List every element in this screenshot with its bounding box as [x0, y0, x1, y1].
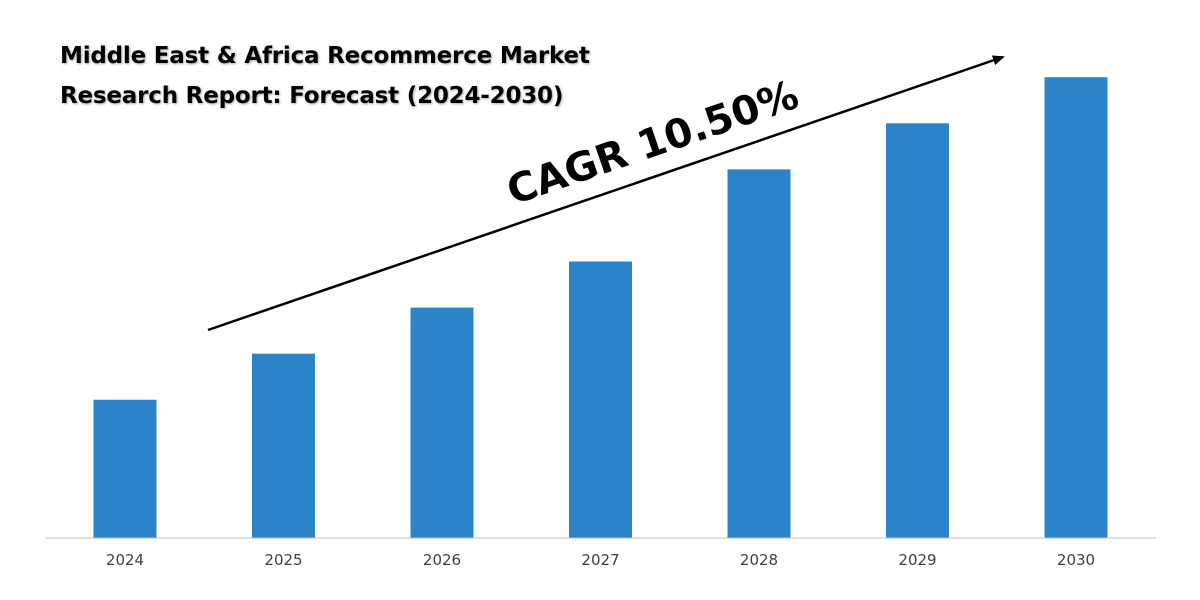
bar-2026	[410, 307, 474, 538]
x-tick-label-2024: 2024	[106, 551, 144, 569]
bar-2024	[93, 399, 157, 538]
x-tick-label-2027: 2027	[581, 551, 619, 569]
x-tick-label-2026: 2026	[423, 551, 461, 569]
x-tick-label-2025: 2025	[264, 551, 302, 569]
bars-group	[93, 77, 1108, 538]
x-tick-label-2030: 2030	[1057, 551, 1095, 569]
bar-2025	[252, 353, 315, 538]
trend-arrow	[207, 55, 1005, 332]
x-tick-labels: 2024 2025 2026 2027 2028 2029 2030	[106, 551, 1095, 569]
chart-title-line-1: Middle East & Africa Recommerce Market	[60, 43, 590, 69]
bar-2027	[569, 261, 632, 538]
chart-title: Middle East & Africa Recommerce Market R…	[60, 36, 680, 116]
bar-2030	[1044, 77, 1108, 538]
bar-2029	[886, 123, 949, 538]
bar-2028	[727, 169, 791, 538]
chart-title-line-2: Research Report: Forecast (2024-2030)	[60, 83, 564, 109]
x-tick-label-2029: 2029	[898, 551, 936, 569]
x-tick-label-2028: 2028	[740, 551, 778, 569]
